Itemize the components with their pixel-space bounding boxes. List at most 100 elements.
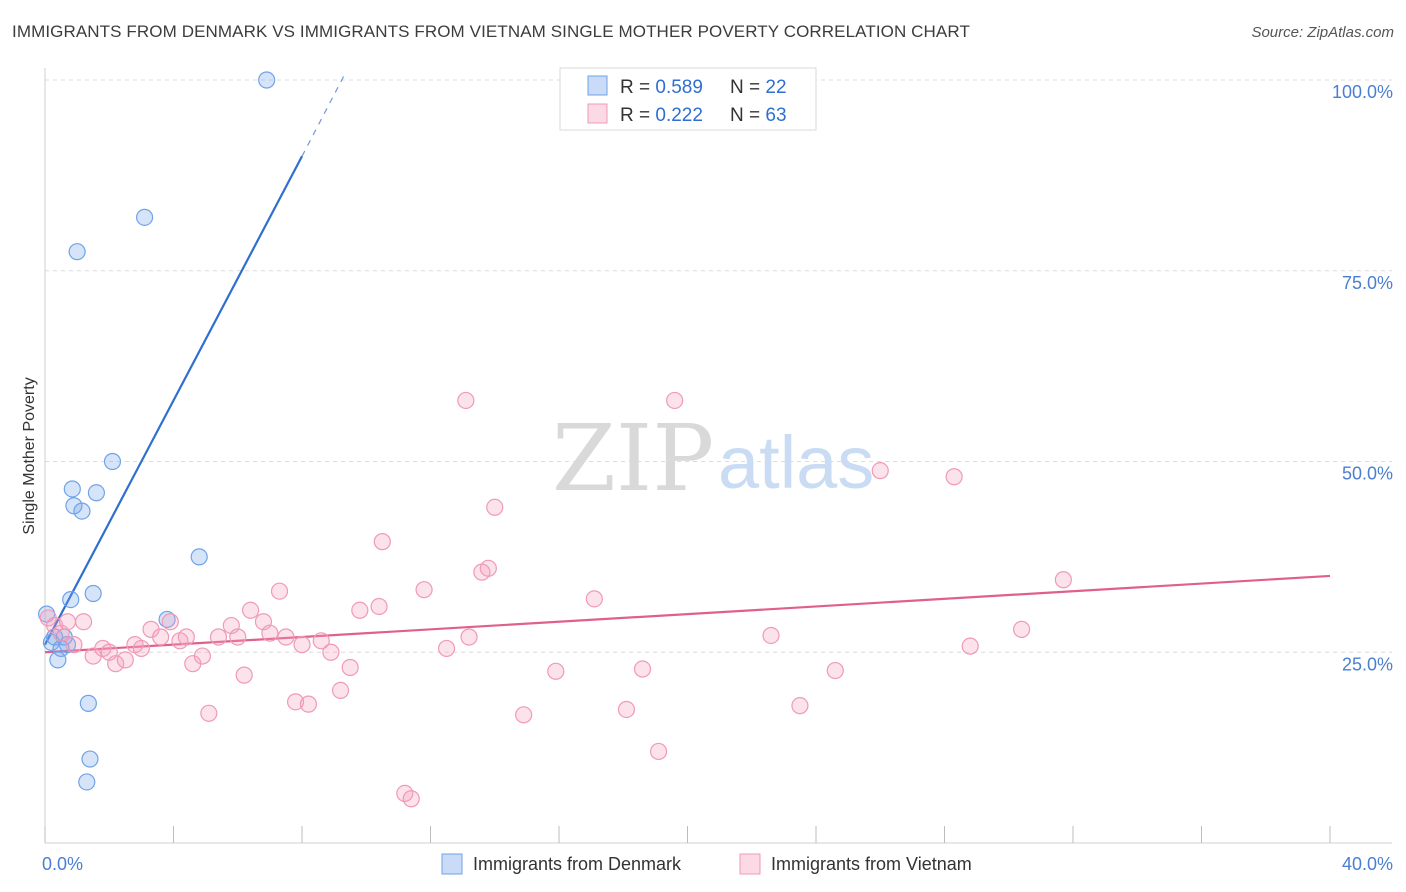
- data-point: [74, 613, 93, 631]
- svg-text:R = 0.589: R = 0.589: [620, 77, 703, 98]
- y-tick-label: 75.0%: [1342, 273, 1393, 293]
- x-tick-label: 40.0%: [1342, 854, 1393, 874]
- chart-title: IMMIGRANTS FROM DENMARK VS IMMIGRANTS FR…: [12, 22, 970, 41]
- data-point: [258, 71, 276, 89]
- legend-r-value-denmark: 0.589: [655, 77, 703, 98]
- data-point: [351, 601, 369, 619]
- axes: [44, 68, 1392, 844]
- legend-swatch-vietnam: [587, 103, 608, 124]
- data-point: [585, 590, 603, 608]
- watermark-zip: ZIP: [552, 405, 714, 512]
- data-point: [235, 666, 253, 684]
- data-point: [370, 597, 388, 616]
- data-point: [261, 624, 279, 642]
- data-point: [617, 700, 636, 719]
- data-point: [331, 681, 350, 700]
- series-legend: Immigrants from Denmark Immigrants from …: [441, 853, 972, 875]
- legend-n-value-vietnam: 63: [765, 105, 786, 126]
- bottom-legend-label-denmark: Immigrants from Denmark: [473, 854, 682, 874]
- data-point: [437, 639, 456, 658]
- data-point: [460, 628, 478, 646]
- data-points: [38, 71, 1072, 808]
- svg-text:N = 63: N = 63: [730, 105, 787, 126]
- tick-labels: 25.0% 50.0% 75.0% 100.0% 0.0% 40.0%: [42, 82, 1393, 874]
- legend-n-label-denmark: N =: [730, 77, 765, 98]
- data-point: [135, 208, 154, 226]
- trend-lines: [44, 75, 1331, 654]
- legend-swatch-denmark: [587, 75, 608, 96]
- legend-n-value-denmark: 22: [765, 77, 786, 98]
- trend-line-extension-denmark: [301, 75, 345, 157]
- data-point: [73, 502, 91, 520]
- data-point: [68, 243, 86, 261]
- series-vietnam: [39, 391, 1072, 808]
- y-tick-label: 25.0%: [1342, 654, 1393, 674]
- data-point: [81, 750, 99, 768]
- data-point: [762, 626, 780, 645]
- data-point: [1012, 620, 1031, 638]
- data-point: [65, 636, 83, 654]
- data-point: [299, 695, 318, 713]
- data-point: [341, 658, 359, 677]
- data-point: [547, 662, 565, 680]
- data-point: [415, 581, 433, 599]
- data-point: [87, 484, 106, 502]
- data-point: [58, 613, 77, 631]
- legend-r-value-vietnam: 0.222: [655, 105, 703, 126]
- data-point: [190, 548, 208, 566]
- data-point: [277, 628, 295, 646]
- data-point: [84, 584, 102, 603]
- data-point: [158, 610, 176, 629]
- data-point: [103, 452, 122, 471]
- data-point: [402, 790, 420, 808]
- y-tick-label: 100.0%: [1332, 82, 1393, 102]
- data-point: [666, 391, 684, 410]
- data-point: [132, 639, 150, 658]
- data-point: [79, 694, 97, 712]
- data-point: [242, 601, 260, 619]
- x-tick-label: 0.0%: [42, 854, 83, 874]
- data-point: [791, 697, 809, 715]
- data-point: [161, 613, 179, 631]
- data-point: [293, 636, 311, 654]
- y-tick-label: 50.0%: [1342, 464, 1393, 484]
- data-point: [177, 628, 195, 646]
- data-point: [312, 632, 330, 650]
- data-point: [633, 660, 652, 678]
- gridlines: [45, 79, 1392, 653]
- data-point: [78, 773, 96, 791]
- legend-r-label-denmark: R =: [620, 77, 655, 98]
- svg-text:R = 0.222: R = 0.222: [620, 105, 703, 126]
- data-point: [826, 661, 844, 680]
- data-point: [945, 468, 963, 486]
- data-point: [871, 462, 889, 480]
- data-point: [209, 628, 228, 646]
- data-point: [152, 628, 170, 646]
- chart-source: Source: ZipAtlas.com: [1251, 24, 1394, 41]
- bottom-legend-swatch-denmark: [441, 853, 463, 875]
- legend-n-label-vietnam: N =: [730, 105, 765, 126]
- data-point: [486, 498, 504, 516]
- data-point: [961, 637, 979, 655]
- data-point: [62, 591, 80, 609]
- data-point: [322, 643, 340, 661]
- watermark: ZIP atlas: [552, 405, 874, 512]
- data-point: [373, 533, 391, 551]
- data-point: [1054, 571, 1072, 589]
- data-point: [457, 391, 475, 410]
- data-point: [479, 559, 497, 577]
- data-point: [193, 647, 212, 665]
- watermark-atlas: atlas: [718, 421, 874, 504]
- legend-r-label-vietnam: R =: [620, 105, 655, 126]
- data-point: [229, 628, 247, 646]
- data-point: [107, 655, 125, 673]
- data-point: [649, 742, 668, 761]
- bottom-legend-label-vietnam: Immigrants from Vietnam: [771, 854, 972, 874]
- data-point: [63, 480, 81, 498]
- data-point: [116, 651, 134, 669]
- data-point: [270, 582, 289, 600]
- trend-line-denmark: [44, 155, 303, 646]
- bottom-legend-swatch-vietnam: [739, 853, 761, 875]
- trend-line-vietnam: [44, 574, 1331, 654]
